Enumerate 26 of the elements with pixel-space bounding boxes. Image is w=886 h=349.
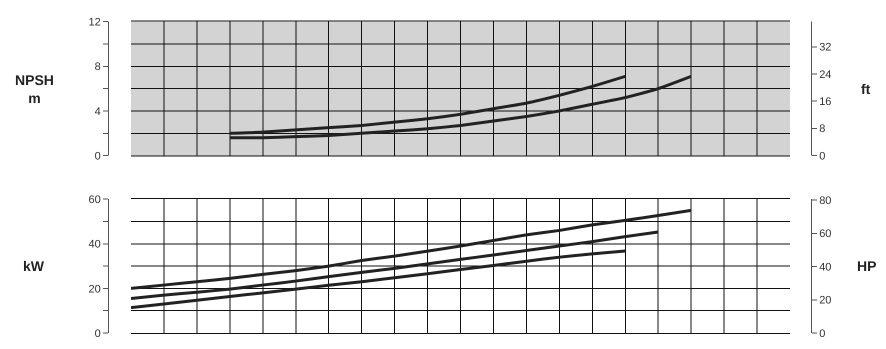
y-tick-label: 12 — [88, 16, 101, 29]
y-axis-title: NPSH m — [15, 72, 54, 106]
y2-tick-label: 24 — [819, 68, 832, 81]
y-tick-label: 0 — [94, 150, 101, 162]
y-tick-label: 60 — [88, 194, 101, 206]
y2-axis-title: ft — [861, 81, 871, 97]
y-tick-label: 8 — [94, 61, 101, 74]
y2-tick-label: 40 — [819, 261, 832, 274]
y-tick-label: 4 — [94, 106, 101, 118]
y-axis-title: kW — [23, 258, 45, 274]
y2-tick-label: 16 — [819, 96, 832, 108]
y2-tick-label: 80 — [819, 194, 832, 207]
y2-tick-label: 0 — [819, 150, 826, 162]
y2-axis-title: HP — [857, 258, 876, 274]
line-series — [228, 74, 693, 140]
y-tick-label: 40 — [88, 238, 101, 251]
y2-tick-label: 60 — [819, 228, 832, 240]
line-series — [131, 208, 693, 290]
line-series — [131, 230, 660, 300]
line-series — [131, 249, 627, 310]
y-tick-label: 20 — [88, 283, 101, 296]
y2-tick-label: 0 — [819, 328, 826, 340]
y2-tick-label: 8 — [819, 123, 826, 136]
y-tick-label: 0 — [94, 328, 101, 340]
y2-tick-label: 32 — [819, 42, 832, 54]
y2-tick-label: 20 — [819, 294, 832, 307]
